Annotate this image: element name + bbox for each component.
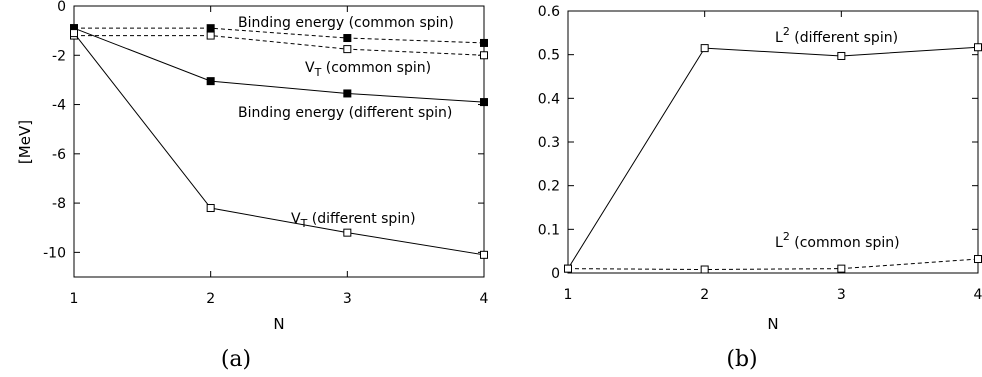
y-tick-label: -4 <box>52 98 66 114</box>
panel-b-x-axis-label: N <box>767 315 778 333</box>
x-tick-label: 1 <box>564 287 573 303</box>
series-point-l2-different <box>974 43 982 52</box>
panel-a-y-axis-label: [MeV] <box>16 120 34 164</box>
series-point-be-common <box>480 38 488 47</box>
series-point-vt-common <box>480 51 488 60</box>
x-tick-label: 1 <box>70 291 79 307</box>
series-point-vt-different <box>206 204 215 213</box>
y-tick-label: -8 <box>52 196 66 212</box>
x-tick-label: 3 <box>343 291 352 307</box>
panel-a-y-ticks: 0 -2 -4 -6 -8 -10 <box>43 0 484 261</box>
series-point-be-common <box>343 34 352 43</box>
x-tick-label: 4 <box>480 291 489 307</box>
y-tick-label: -6 <box>52 147 66 163</box>
panel-a-binding-energy-chart: 0 -2 -4 -6 -8 -10 1 2 3 4 [MeV] N (a) Binding en… <box>16 0 489 372</box>
series-point-l2-common <box>974 255 982 264</box>
series-point-vt-different <box>343 228 352 237</box>
series-point-vt-common <box>343 45 352 54</box>
series-line-be-common <box>74 27 485 44</box>
y-tick-label: 0 <box>57 0 66 15</box>
y-tick-label: 0 <box>551 266 560 282</box>
panel-a-plot-frame <box>73 5 485 278</box>
panel-a-label-vt-different: VT (different spin) <box>291 211 416 230</box>
panel-a-label-binding-energy-common: Binding energy (common spin) <box>238 15 454 31</box>
x-tick-label: 2 <box>700 287 709 303</box>
panel-a-series <box>70 24 488 259</box>
panel-a-label-binding-energy-different: Binding energy (different spin) <box>238 105 452 121</box>
x-tick-label: 2 <box>206 291 215 307</box>
y-tick-label: 0.6 <box>538 4 560 20</box>
panel-b-caption: (b) <box>726 347 757 372</box>
series-point-vt-different <box>480 250 488 259</box>
y-tick-label: -10 <box>43 245 66 261</box>
series-point-be-common <box>206 24 215 33</box>
y-tick-label: 0.1 <box>538 222 560 238</box>
y-tick-label: 0.4 <box>538 91 560 107</box>
series-point-l2-common <box>564 264 572 273</box>
panel-b-l2-chart: 0 0.1 0.2 0.3 0.4 0.5 0.6 1 2 3 4 N (b) L2 (diffe… <box>538 4 982 372</box>
series-point-be-different <box>206 77 215 86</box>
y-tick-label: -2 <box>52 48 66 64</box>
series-line-vt-common <box>74 35 485 56</box>
panel-a-label-vt-common: VT (common spin) <box>305 60 431 79</box>
series-point-l2-different <box>837 51 846 60</box>
series-point-vt-different <box>70 29 78 38</box>
panel-b-label-l2-different: L2 (different spin) <box>775 25 898 46</box>
series-point-vt-common <box>206 31 215 40</box>
series-point-l2-common <box>700 265 709 274</box>
panel-a-x-ticks: 1 2 3 4 <box>70 6 489 307</box>
series-point-l2-common <box>837 264 846 273</box>
panel-b-y-ticks: 0 0.1 0.2 0.3 0.4 0.5 0.6 <box>538 4 978 282</box>
series-point-be-different <box>480 98 488 107</box>
x-tick-label: 3 <box>837 287 846 303</box>
panel-a-x-axis-label: N <box>273 315 284 333</box>
panel-b-x-ticks: 1 2 3 4 <box>564 11 982 303</box>
panel-a-caption: (a) <box>221 347 251 372</box>
series-point-be-different <box>343 89 352 98</box>
panel-b-label-l2-common: L2 (common spin) <box>775 230 900 251</box>
series-line-vt-different <box>73 32 485 256</box>
y-tick-label: 0.2 <box>538 179 560 195</box>
series-line-be-different <box>73 27 485 103</box>
series-line-l2-common <box>567 258 979 271</box>
panel-b-plot-frame <box>567 10 979 274</box>
x-tick-label: 4 <box>974 287 982 303</box>
y-tick-label: 0.5 <box>538 48 560 64</box>
series-line-l2-different <box>567 46 979 269</box>
panel-b-series <box>564 43 982 274</box>
series-point-l2-different <box>700 44 709 53</box>
y-tick-label: 0.3 <box>538 135 560 151</box>
